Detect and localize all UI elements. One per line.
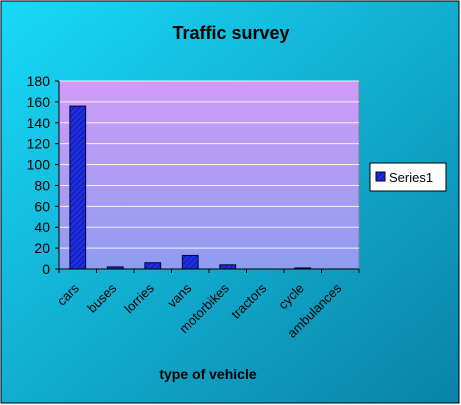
y-tick-label: 40 [34, 219, 50, 235]
legend-swatch [375, 171, 386, 182]
y-tick-label: 20 [34, 240, 50, 256]
y-tick-label: 120 [27, 136, 51, 152]
bar-motorbikes [219, 264, 237, 270]
axes [55, 80, 360, 273]
x-axis-label: type of vehicle [159, 366, 256, 382]
bar-lorries [144, 262, 162, 270]
y-tick-labels: 0 20 40 60 80 100 120 140 160 180 [27, 73, 51, 277]
y-tick-label: 140 [27, 115, 51, 131]
y-tick-label: 100 [27, 157, 51, 173]
plot-area [58, 80, 360, 270]
bar-cars [69, 105, 87, 270]
y-tick-label: 80 [34, 177, 50, 193]
legend-label: Series1 [389, 170, 433, 185]
chart-title: Traffic survey [172, 23, 289, 43]
y-tick-label: 160 [27, 94, 51, 110]
y-tick-label: 60 [34, 198, 50, 214]
bar-vans [181, 254, 199, 270]
legend: Series1 [369, 162, 447, 192]
bars [69, 105, 312, 270]
y-tick-label: 180 [27, 73, 51, 89]
gridlines [59, 80, 359, 249]
y-tick-label: 0 [42, 261, 50, 277]
